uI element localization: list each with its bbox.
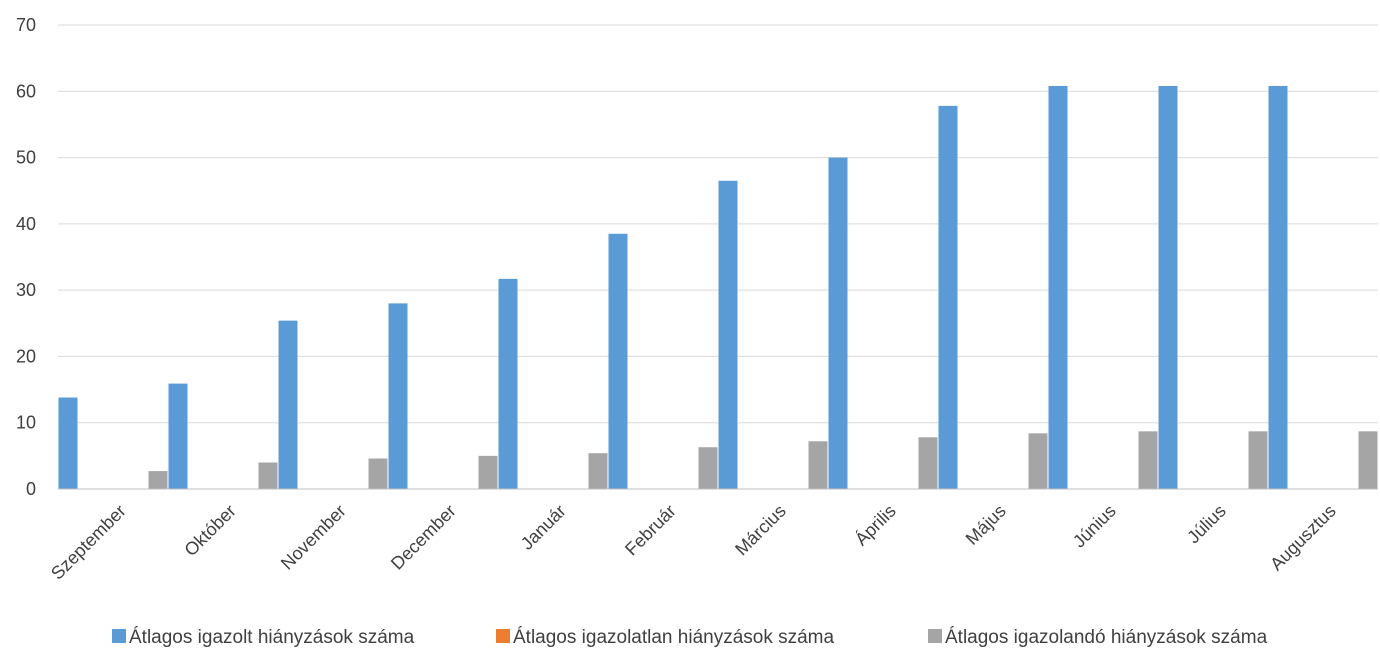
legend-label: Átlagos igazolatlan hiányzások száma	[513, 627, 835, 648]
legend-item: Átlagos igazolandó hiányzások száma	[928, 627, 1268, 648]
bar-0-8	[938, 105, 958, 490]
y-tick-label: 40	[16, 214, 36, 234]
bar-2-2	[368, 458, 388, 489]
x-tick-label: Február	[621, 501, 680, 560]
bars	[58, 85, 1378, 490]
x-tick-label: Május	[962, 501, 1010, 549]
y-tick-label: 30	[16, 280, 36, 300]
y-tick-label: 50	[16, 148, 36, 168]
legend-label: Átlagos igazolt hiányzások száma	[129, 627, 415, 648]
x-tick-label: Október	[180, 501, 239, 560]
bar-0-2	[278, 320, 298, 489]
legend-label: Átlagos igazolandó hiányzások száma	[945, 627, 1268, 648]
y-tick-label: 10	[16, 413, 36, 433]
x-tick-label: Szeptember	[47, 501, 130, 584]
bar-2-6	[808, 441, 828, 489]
bar-0-3	[388, 303, 408, 489]
x-tick-label: Március	[731, 501, 790, 560]
bar-0-11	[1268, 85, 1288, 490]
bar-0-4	[498, 278, 518, 489]
x-tick-label: November	[277, 501, 350, 574]
bar-2-7	[918, 437, 938, 489]
bar-2-1	[258, 462, 278, 489]
series-0	[58, 85, 1288, 490]
x-tick-label: December	[387, 501, 460, 574]
series-2	[148, 431, 1378, 489]
bar-2-0	[148, 471, 168, 489]
gridlines	[58, 24, 1378, 424]
y-tick-label: 60	[16, 81, 36, 101]
y-tick-label: 0	[26, 479, 36, 499]
bar-2-11	[1358, 431, 1378, 489]
x-tick-label: Július	[1183, 501, 1230, 548]
bar-2-5	[698, 447, 718, 489]
x-tick-label: Április	[851, 501, 900, 550]
bar-0-6	[718, 180, 738, 489]
bar-2-3	[478, 455, 498, 489]
bar-2-8	[1028, 433, 1048, 489]
legend-item: Átlagos igazolatlan hiányzások száma	[496, 627, 835, 648]
legend-item: Átlagos igazolt hiányzások száma	[112, 627, 415, 648]
x-tick-label: Január	[517, 501, 570, 554]
bar-0-10	[1158, 85, 1178, 490]
legend-swatch	[928, 629, 942, 643]
legend-swatch	[112, 629, 126, 643]
y-axis-tick-labels: 0 10 20 30 40 50 60 70	[16, 15, 36, 499]
bar-0-9	[1048, 85, 1068, 490]
bar-0-1	[168, 383, 188, 489]
y-tick-label: 20	[16, 346, 36, 366]
x-axis-tick-labels: Szeptember Október November December Január F…	[47, 501, 1340, 584]
x-tick-label: Augusztus	[1266, 501, 1340, 575]
bar-0-7	[828, 157, 848, 490]
bar-2-10	[1248, 431, 1268, 489]
bar-0-0	[58, 397, 78, 489]
x-tick-label: Június	[1069, 501, 1120, 552]
bar-2-9	[1138, 431, 1158, 489]
legend-swatch	[496, 629, 510, 643]
legend: Átlagos igazolt hiányzások száma Átlagos …	[112, 627, 1268, 648]
bar-0-5	[608, 233, 628, 489]
bar-2-4	[588, 453, 608, 489]
y-tick-label: 70	[16, 15, 36, 35]
